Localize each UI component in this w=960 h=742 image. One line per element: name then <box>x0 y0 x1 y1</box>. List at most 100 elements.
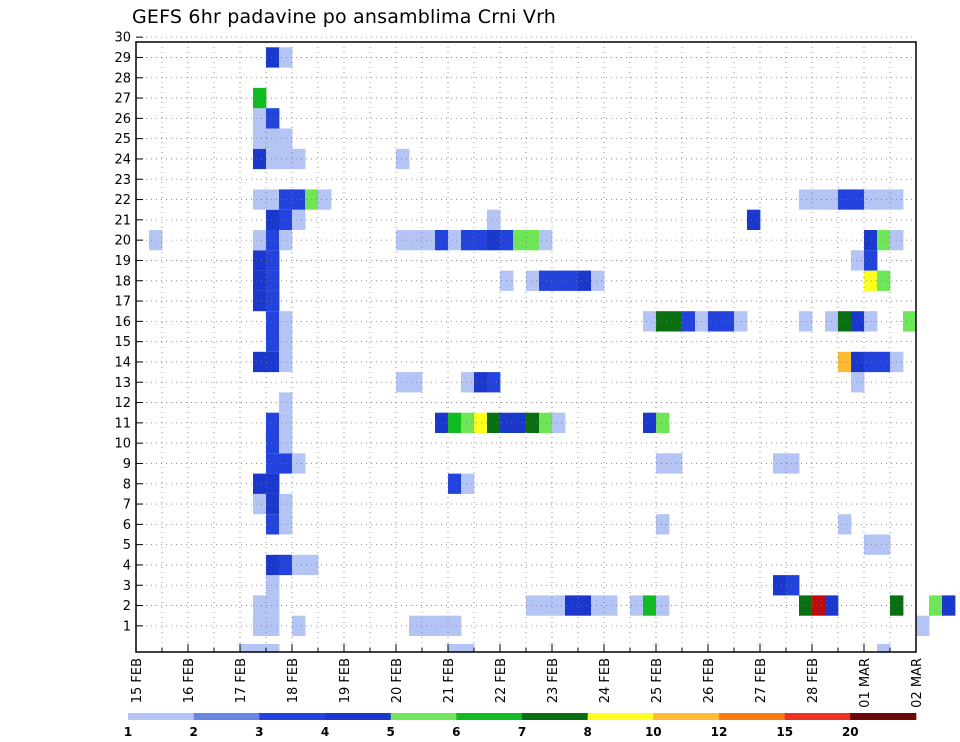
heatmap-cell <box>643 311 657 332</box>
heatmap-cell <box>253 644 267 652</box>
y-tick-label: 5 <box>123 538 131 553</box>
heatmap-cell <box>266 189 280 210</box>
heatmap-cell <box>279 331 293 352</box>
heatmap-cell <box>591 270 605 291</box>
heatmap-cell <box>474 372 488 393</box>
heatmap-cell <box>279 148 293 170</box>
heatmap-cell <box>799 189 813 210</box>
heatmap-cell <box>461 644 475 652</box>
x-tick-label: 23 FEB <box>546 658 561 703</box>
heatmap-cell <box>279 433 293 454</box>
legend-swatch <box>850 713 916 720</box>
heatmap-cell <box>539 595 553 616</box>
y-tick-label: 12 <box>114 396 131 411</box>
heatmap-cell <box>461 412 475 433</box>
legend-swatch <box>653 713 720 720</box>
x-tick-label: 16 FEB <box>182 658 197 703</box>
y-tick-label: 19 <box>114 254 131 269</box>
heatmap-cell <box>279 514 293 535</box>
legend-swatch <box>325 713 392 720</box>
heatmap-cell <box>409 615 423 636</box>
heatmap-cell <box>149 230 163 251</box>
heatmap-cell <box>903 311 917 332</box>
heatmap-cell <box>266 209 280 230</box>
heatmap-cell <box>864 230 878 251</box>
x-tick-label: 28 FEB <box>806 658 821 703</box>
heatmap-cell <box>552 412 566 433</box>
heatmap-cell <box>266 331 280 352</box>
y-tick-label: 1 <box>123 619 131 634</box>
heatmap-cell <box>279 392 293 413</box>
heatmap-cell <box>643 595 657 616</box>
heatmap-cell <box>877 189 891 210</box>
heatmap-cell <box>851 311 865 332</box>
heatmap-cell <box>422 615 436 636</box>
heatmap-cell <box>266 230 280 251</box>
heatmap-cell <box>864 270 878 291</box>
heatmap-cell <box>864 311 878 332</box>
heatmap-cell <box>747 209 761 230</box>
y-tick-label: 10 <box>114 437 131 452</box>
heatmap-cell <box>526 270 540 291</box>
y-tick-label: 26 <box>114 112 131 127</box>
heatmap-cell <box>656 453 670 474</box>
heatmap-cell <box>266 148 280 170</box>
heatmap-cell <box>266 473 280 494</box>
y-tick-label: 6 <box>123 518 131 533</box>
heatmap-cell <box>539 412 553 433</box>
heatmap-cell <box>877 644 891 652</box>
heatmap-cell <box>279 412 293 433</box>
heatmap-cell <box>279 493 293 515</box>
y-tick-label: 29 <box>114 51 131 66</box>
y-tick-label: 16 <box>114 315 131 330</box>
heatmap-cell <box>877 351 891 373</box>
heatmap-cell <box>513 412 527 433</box>
heatmap-cell <box>253 493 267 515</box>
heatmap-cell <box>552 270 566 291</box>
x-tick-label: 26 FEB <box>702 658 717 703</box>
heatmap-cell <box>656 311 670 332</box>
heatmap-cell <box>721 311 735 332</box>
heatmap-cell <box>864 250 878 271</box>
x-tick-label: 17 FEB <box>234 658 249 703</box>
heatmap-cell <box>916 615 930 636</box>
y-tick-label: 25 <box>114 132 131 147</box>
legend-label: 7 <box>518 725 526 739</box>
heatmap-cell <box>448 644 462 652</box>
heatmap-cell <box>292 554 306 576</box>
heatmap-cell <box>448 412 462 433</box>
heatmap-cell <box>656 514 670 535</box>
heatmap-cell <box>539 230 553 251</box>
heatmap-cell <box>838 189 852 210</box>
heatmap-cell <box>474 230 488 251</box>
heatmap-cell <box>292 189 306 210</box>
heatmap-cell <box>279 209 293 230</box>
heatmap-cell <box>292 148 306 170</box>
heatmap-cell <box>266 575 280 596</box>
heatmap-cell <box>487 412 501 433</box>
heatmap-cell <box>578 595 592 616</box>
legend-label: 20 <box>842 725 859 739</box>
y-tick-label: 9 <box>123 457 131 472</box>
y-tick-label: 28 <box>114 71 131 86</box>
heatmap-cell <box>266 250 280 271</box>
heatmap-cell <box>448 473 462 494</box>
heatmap-cell <box>266 493 280 515</box>
heatmap-cell <box>240 644 254 652</box>
color-legend: 1 2 3 4 5 6 7 8 10 12 15 20 <box>124 713 917 739</box>
heatmap-cell <box>474 412 488 433</box>
heatmap-cell <box>799 595 813 616</box>
heatmap-cell <box>708 311 722 332</box>
heatmap-cell <box>643 412 657 433</box>
heatmap-cell <box>448 615 462 636</box>
heatmap-cell <box>266 270 280 291</box>
heatmap-cell <box>812 189 826 210</box>
heatmap-cell <box>773 575 787 596</box>
y-tick-label: 14 <box>114 355 131 370</box>
legend-swatch <box>193 713 260 720</box>
heatmap-cell <box>253 108 267 129</box>
heatmap-cell <box>396 148 410 170</box>
x-tick-label: 01 MAR <box>858 658 873 708</box>
heatmap-cell <box>513 230 527 251</box>
heatmap-cell <box>266 311 280 332</box>
